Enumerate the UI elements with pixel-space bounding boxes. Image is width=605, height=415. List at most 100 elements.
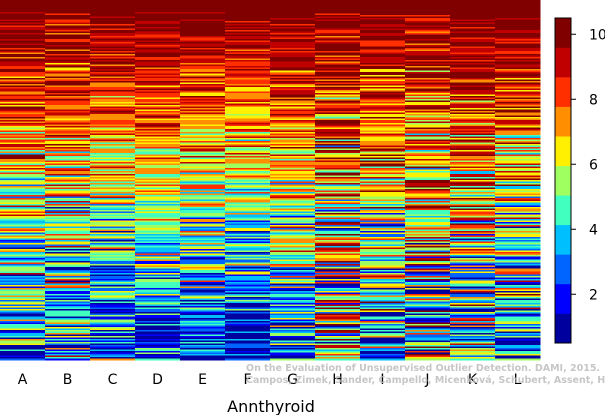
heatmap-cell: [180, 213, 226, 215]
heatmap-cell: [45, 127, 91, 130]
heatmap-cell: [405, 145, 451, 148]
heatmap-cell: [270, 223, 316, 226]
heatmap-cell: [45, 66, 91, 68]
heatmap-cell: [0, 301, 46, 304]
heatmap-cell: [135, 345, 181, 347]
heatmap-cell: [405, 186, 451, 188]
heatmap-cell: [135, 55, 181, 58]
heatmap-cell: [225, 153, 271, 155]
heatmap-cell: [0, 112, 46, 115]
heatmap-cell: [0, 58, 46, 61]
heatmap-cell: [90, 186, 136, 188]
heatmap-cell: [270, 18, 316, 20]
heatmap-cell: [405, 3, 451, 5]
heatmap-cell: [45, 10, 91, 13]
heatmap-cell: [90, 22, 136, 25]
heatmap-cell: [270, 165, 316, 167]
heatmap-cell: [180, 43, 226, 46]
heatmap-cell: [495, 162, 541, 164]
heatmap-cell: [450, 198, 496, 200]
heatmap-cell: [135, 297, 181, 299]
heatmap-cell: [225, 156, 271, 158]
heatmap-cell: [270, 10, 316, 13]
heatmap-cell: [360, 348, 406, 350]
heatmap-cell: [180, 220, 226, 223]
heatmap-cell: [495, 3, 541, 5]
heatmap-cell: [450, 229, 496, 232]
heatmap-cell: [225, 249, 271, 251]
heatmap-cell: [0, 79, 46, 82]
heatmap-cell: [0, 63, 46, 65]
heatmap-cell: [0, 297, 46, 299]
heatmap-cell: [315, 19, 361, 22]
heatmap-cell: [90, 324, 136, 326]
heatmap-cell: [45, 27, 91, 29]
heatmap-cell: [45, 256, 91, 259]
heatmap-cell: [405, 336, 451, 338]
heatmap-cell: [45, 240, 91, 242]
heatmap-cell: [90, 177, 136, 179]
heatmap-cell: [135, 90, 181, 92]
heatmap-cell: [180, 339, 226, 341]
heatmap-cell: [315, 289, 361, 292]
heatmap-cell: [270, 51, 316, 53]
heatmap-cell: [180, 310, 226, 313]
heatmap-cell: [315, 279, 361, 281]
heatmap-cell: [45, 205, 91, 208]
heatmap-cell: [495, 220, 541, 223]
heatmap-cell: [90, 159, 136, 161]
heatmap-cell: [180, 58, 226, 61]
heatmap-cell: [135, 148, 181, 151]
heatmap-cell: [270, 258, 316, 260]
heatmap-cell: [315, 324, 361, 326]
heatmap-cell: [495, 189, 541, 191]
heatmap-cell: [270, 267, 316, 269]
heatmap-cell: [0, 36, 46, 38]
heatmap-cell: [225, 79, 271, 82]
heatmap-cell: [180, 70, 226, 73]
heatmap-cell: [90, 130, 136, 133]
heatmap-cell: [450, 298, 496, 301]
heatmap-cell: [315, 16, 361, 19]
heatmap-cell: [180, 49, 226, 52]
heatmap-cell: [495, 331, 541, 334]
heatmap-cell: [405, 321, 451, 323]
heatmap-cell: [360, 342, 406, 344]
heatmap-cell: [495, 358, 541, 361]
heatmap-cell: [225, 276, 271, 278]
heatmap-cell: [360, 289, 406, 292]
heatmap-cell: [315, 330, 361, 332]
heatmap-cell: [225, 232, 271, 235]
heatmap-cell: [360, 147, 406, 149]
heatmap-cell: [0, 10, 46, 13]
heatmap-cell: [270, 301, 316, 304]
heatmap-cell: [315, 105, 361, 107]
heatmap-cell: [495, 186, 541, 188]
heatmap-cell: [225, 348, 271, 350]
heatmap-cell: [405, 288, 451, 290]
heatmap-cell: [135, 46, 181, 49]
colorbar-segment: [555, 254, 571, 285]
heatmap-cell: [360, 295, 406, 298]
heatmap-cell: [495, 183, 541, 185]
heatmap-cell: [405, 187, 451, 190]
heatmap-cell: [405, 348, 451, 350]
heatmap-cell: [495, 82, 541, 85]
heatmap-cell: [495, 49, 541, 52]
heatmap-cell: [495, 204, 541, 206]
heatmap-cell: [495, 24, 541, 26]
heatmap-column-J: [405, 0, 451, 361]
heatmap-cell: [315, 172, 361, 175]
heatmap-cell: [315, 241, 361, 244]
heatmap-cell: [450, 66, 496, 68]
heatmap-cell: [315, 351, 361, 353]
heatmap-cell: [450, 267, 496, 269]
heatmap-cell: [0, 27, 46, 29]
heatmap-cell: [405, 153, 451, 155]
heatmap-cell: [180, 180, 226, 182]
heatmap-cell: [315, 25, 361, 28]
heatmap-cell: [135, 328, 181, 331]
heatmap-cell: [360, 277, 406, 280]
heatmap-cell: [450, 108, 496, 110]
heatmap-cell: [450, 28, 496, 31]
